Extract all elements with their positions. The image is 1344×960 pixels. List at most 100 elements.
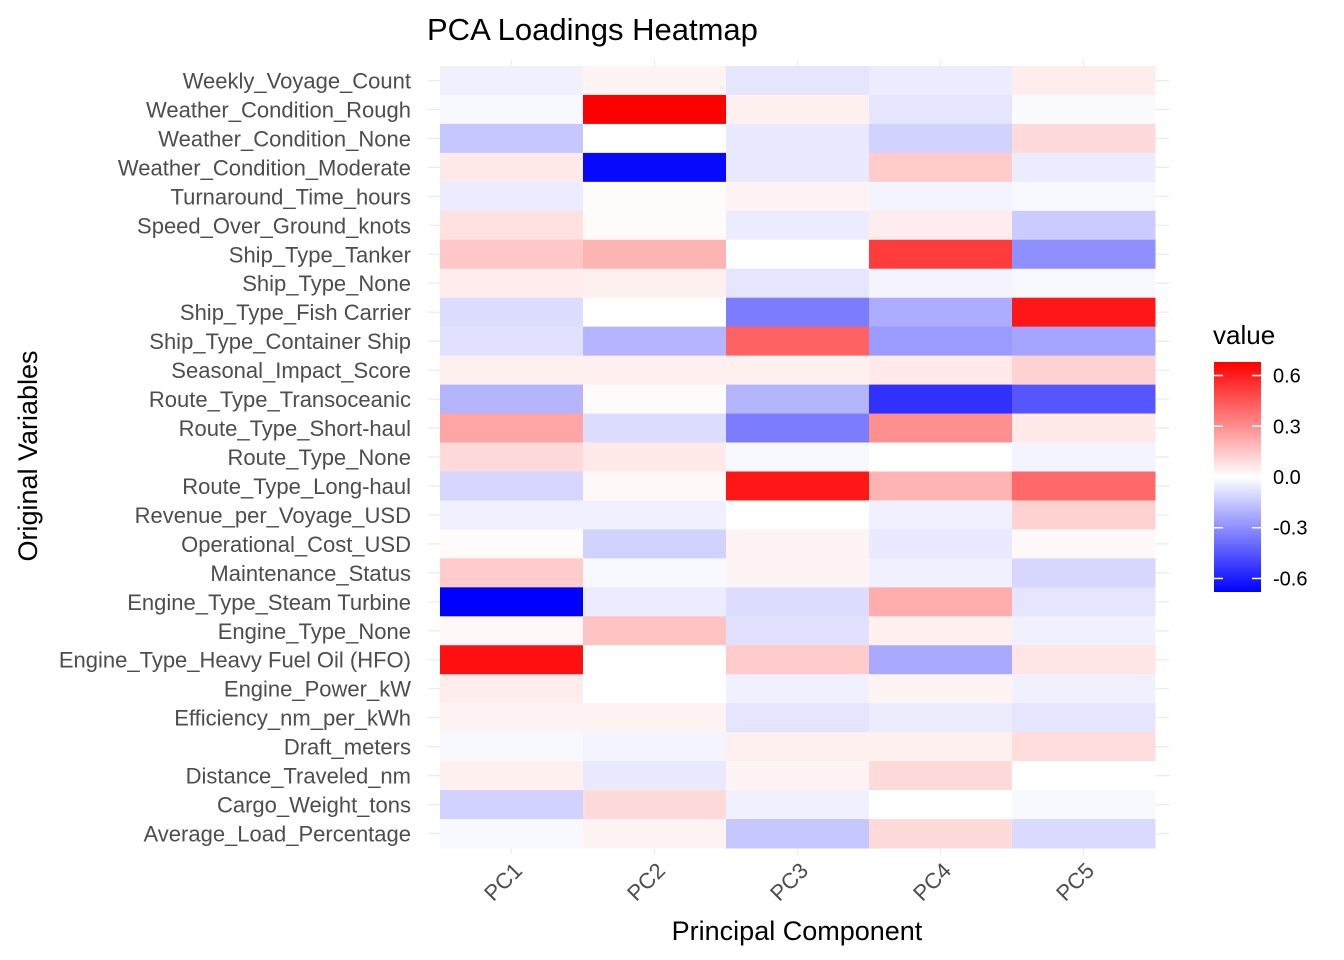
heatmap-cell bbox=[869, 66, 1013, 96]
heatmap-cell bbox=[440, 558, 584, 588]
legend: value 0.6 0.3 0.0 -0.3 -0.6 bbox=[1213, 320, 1307, 592]
heatmap-cell bbox=[869, 152, 1013, 183]
heatmap-cell bbox=[1012, 326, 1156, 357]
x-tick-label: PC4 bbox=[908, 858, 956, 906]
heatmap-cell bbox=[1012, 384, 1156, 415]
heatmap-cell bbox=[726, 442, 870, 472]
heatmap-cell bbox=[1012, 529, 1156, 559]
heatmap-cell bbox=[1012, 761, 1156, 791]
heatmap-cell bbox=[583, 297, 727, 328]
y-tick-label: Weather_Condition_Moderate bbox=[118, 155, 411, 180]
y-tick-label: Weekly_Voyage_Count bbox=[183, 68, 411, 93]
y-tick-label: Engine_Type_None bbox=[218, 619, 411, 644]
heatmap-cell bbox=[869, 355, 1013, 386]
heatmap-cell bbox=[583, 674, 727, 704]
heatmap-cell bbox=[869, 616, 1013, 646]
heatmap-cell bbox=[583, 442, 727, 472]
y-tick-label: Cargo_Weight_tons bbox=[217, 793, 411, 818]
heatmap-cell bbox=[726, 268, 870, 299]
heatmap-cell bbox=[1012, 268, 1156, 299]
heatmap-cell bbox=[1012, 123, 1156, 154]
heatmap-cell bbox=[583, 732, 727, 762]
heatmap-cell bbox=[726, 703, 870, 733]
heatmap-cell bbox=[1012, 355, 1156, 386]
heatmap-cell bbox=[440, 819, 584, 849]
y-tick-label: Seasonal_Impact_Score bbox=[171, 358, 411, 383]
heatmap-cell bbox=[726, 239, 870, 270]
heatmap-cell bbox=[1012, 210, 1156, 241]
y-axis-title: Original Variables bbox=[13, 350, 43, 561]
heatmap-cell bbox=[583, 819, 727, 849]
y-tick-label: Distance_Traveled_nm bbox=[186, 764, 411, 789]
heatmap-cell bbox=[869, 674, 1013, 704]
y-tick-label: Engine_Power_kW bbox=[224, 677, 411, 702]
chart-title: PCA Loadings Heatmap bbox=[427, 12, 758, 47]
y-tick-label: Operational_Cost_USD bbox=[181, 532, 411, 557]
heatmap-cells bbox=[440, 66, 1156, 849]
heatmap-cell bbox=[583, 500, 727, 530]
heatmap-cell bbox=[726, 587, 870, 617]
heatmap-cell bbox=[1012, 94, 1156, 125]
heatmap-cell bbox=[1012, 413, 1156, 444]
heatmap-cell bbox=[726, 326, 870, 357]
y-tick-label: Route_Type_None bbox=[228, 445, 411, 470]
heatmap-cell bbox=[869, 94, 1013, 125]
heatmap-cell bbox=[1012, 674, 1156, 704]
heatmap-cell bbox=[1012, 645, 1156, 675]
heatmap-cell bbox=[869, 529, 1013, 559]
x-tick-label: PC1 bbox=[479, 858, 527, 906]
heatmap-cell bbox=[726, 355, 870, 386]
heatmap-cell bbox=[440, 587, 584, 617]
heatmap-cell bbox=[1012, 558, 1156, 588]
heatmap-cell bbox=[583, 268, 727, 299]
heatmap-cell bbox=[440, 268, 584, 299]
y-tick-label: Draft_meters bbox=[284, 735, 411, 760]
heatmap-cell bbox=[583, 66, 727, 96]
heatmap-cell bbox=[726, 558, 870, 588]
heatmap-cell bbox=[440, 297, 584, 328]
heatmap-cell bbox=[440, 384, 584, 415]
heatmap-cell bbox=[869, 558, 1013, 588]
y-tick-label: Ship_Type_Tanker bbox=[229, 242, 411, 267]
heatmap-cell bbox=[583, 471, 727, 501]
x-tick-label: PC3 bbox=[765, 858, 813, 906]
y-tick-label: Route_Type_Long-haul bbox=[182, 474, 411, 499]
heatmap-cell bbox=[869, 326, 1013, 357]
heatmap-cell bbox=[583, 587, 727, 617]
heatmap-cell bbox=[440, 471, 584, 501]
heatmap-cell bbox=[1012, 66, 1156, 96]
heatmap-cell bbox=[1012, 500, 1156, 530]
heatmap-cell bbox=[726, 674, 870, 704]
heatmap-cell bbox=[440, 413, 584, 444]
heatmap-cell bbox=[1012, 819, 1156, 849]
heatmap-cell bbox=[440, 123, 584, 154]
y-tick-label: Efficiency_nm_per_kWh bbox=[174, 706, 411, 731]
y-tick-label: Engine_Type_Heavy Fuel Oil (HFO) bbox=[59, 648, 411, 673]
heatmap-cell bbox=[869, 123, 1013, 154]
legend-tick-label: 0.3 bbox=[1273, 416, 1301, 438]
heatmap-cell bbox=[440, 66, 584, 96]
heatmap-cell bbox=[440, 239, 584, 270]
y-tick-label: Engine_Type_Steam Turbine bbox=[127, 590, 411, 615]
heatmap-cell bbox=[869, 761, 1013, 791]
heatmap-cell bbox=[1012, 442, 1156, 472]
heatmap-cell bbox=[869, 181, 1013, 212]
heatmap-cell bbox=[583, 123, 727, 154]
y-tick-label: Ship_Type_None bbox=[242, 271, 411, 296]
heatmap-cell bbox=[583, 761, 727, 791]
y-tick-label: Route_Type_Short-haul bbox=[179, 416, 411, 441]
legend-title: value bbox=[1213, 320, 1275, 350]
heatmap-cell bbox=[1012, 790, 1156, 820]
y-tick-label: Turnaround_Time_hours bbox=[171, 184, 412, 209]
heatmap-cell bbox=[440, 442, 584, 472]
heatmap-cell bbox=[440, 326, 584, 357]
heatmap-cell bbox=[1012, 181, 1156, 212]
heatmap-cell bbox=[1012, 616, 1156, 646]
heatmap-cell bbox=[583, 181, 727, 212]
heatmap-cell bbox=[726, 529, 870, 559]
heatmap-cell bbox=[869, 703, 1013, 733]
heatmap-cell bbox=[726, 413, 870, 444]
heatmap-cell bbox=[583, 94, 727, 125]
heatmap-cell bbox=[1012, 587, 1156, 617]
